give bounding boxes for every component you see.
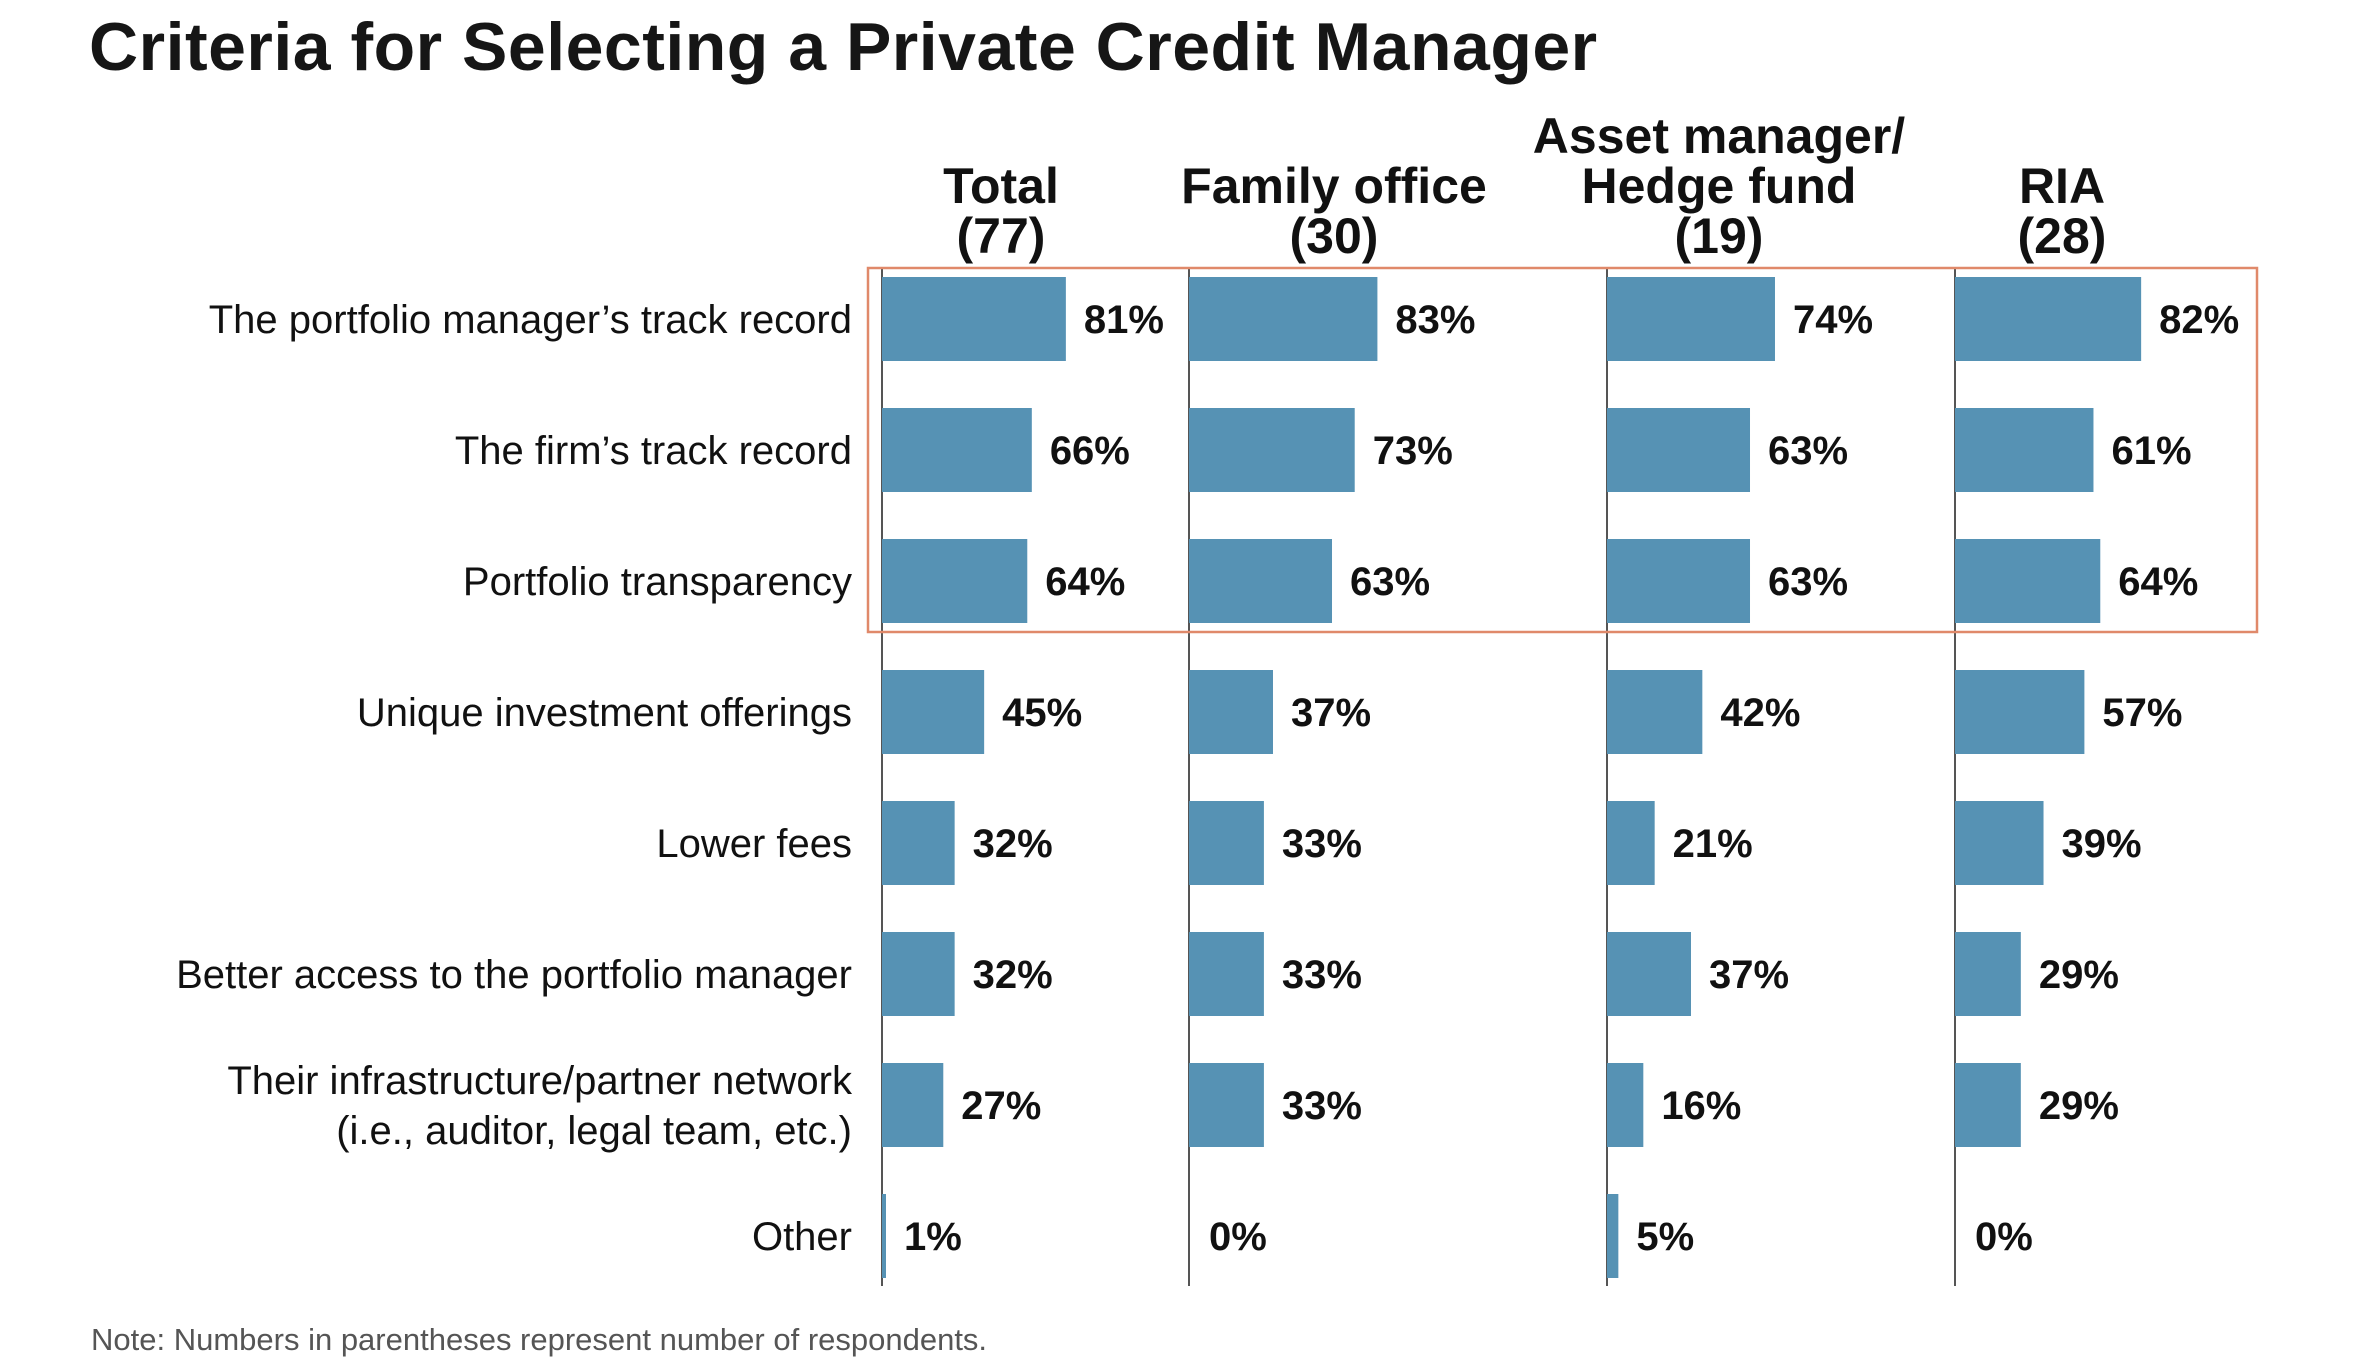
bar: [1189, 1063, 1264, 1147]
category-label: Better access to the portfolio manager: [176, 953, 852, 997]
bar: [882, 408, 1032, 492]
bar-value-label: 64%: [2118, 560, 2198, 604]
bar: [1955, 1063, 2021, 1147]
category-label: Lower fees: [656, 822, 852, 866]
highlight-box: [866, 266, 2259, 634]
bar-value-label: 83%: [1395, 298, 1475, 342]
bar: [1955, 932, 2021, 1016]
bar: [1189, 670, 1273, 754]
bar-value-label: 66%: [1050, 429, 1130, 473]
category-label: Unique investment offerings: [357, 691, 852, 735]
bar: [882, 932, 955, 1016]
series-header-line: (19): [1675, 208, 1764, 264]
bar: [882, 801, 955, 885]
series-header-line: (30): [1290, 208, 1379, 264]
bar: [882, 539, 1028, 623]
bar: [1607, 1194, 1619, 1278]
bar: [1955, 539, 2101, 623]
bar-value-label: 74%: [1793, 298, 1873, 342]
bar-value-label: 82%: [2159, 298, 2239, 342]
category-label: Other: [752, 1215, 852, 1259]
series-header-line: (77): [957, 208, 1046, 264]
bar-value-label: 39%: [2062, 822, 2142, 866]
bar-value-label: 73%: [1373, 429, 1453, 473]
bar-value-label: 21%: [1673, 822, 1753, 866]
category-label: The firm’s track record: [455, 429, 852, 473]
bar-value-label: 37%: [1291, 691, 1371, 735]
bar: [1955, 277, 2142, 361]
series-header-line: (28): [2018, 208, 2107, 264]
bar-value-label: 64%: [1045, 560, 1125, 604]
bar-value-label: 29%: [2039, 1084, 2119, 1128]
bar: [1607, 1063, 1644, 1147]
bar: [1189, 408, 1355, 492]
bar: [1189, 801, 1264, 885]
bar-value-label: 63%: [1768, 429, 1848, 473]
bar: [1607, 539, 1751, 623]
bar-value-label: 27%: [961, 1084, 1041, 1128]
bar: [1607, 408, 1751, 492]
bar-value-label: 63%: [1350, 560, 1430, 604]
bar: [1607, 277, 1775, 361]
bar-value-label: 33%: [1282, 822, 1362, 866]
category-label: Their infrastructure/partner network: [227, 1059, 853, 1103]
bar: [882, 670, 985, 754]
series-header-line: Family office: [1181, 158, 1487, 214]
bar: [882, 277, 1066, 361]
bar-value-label: 45%: [1002, 691, 1082, 735]
bar-value-label: 1%: [904, 1215, 962, 1259]
bar-value-label: 63%: [1768, 560, 1848, 604]
bar-value-label: 61%: [2111, 429, 2191, 473]
bar-value-label: 0%: [1975, 1215, 2033, 1259]
chart-note: Note: Numbers in parentheses represent n…: [91, 1322, 988, 1357]
bar: [1607, 801, 1655, 885]
bar: [1607, 932, 1691, 1016]
series-header-line: Total: [943, 158, 1059, 214]
series-header-line: Hedge fund: [1582, 158, 1857, 214]
bar: [1607, 670, 1703, 754]
bar: [1955, 408, 2094, 492]
category-label: (i.e., auditor, legal team, etc.): [336, 1109, 852, 1153]
bar-value-label: 81%: [1084, 298, 1164, 342]
bar-value-label: 33%: [1282, 1084, 1362, 1128]
bar: [882, 1194, 886, 1278]
bar: [1189, 932, 1264, 1016]
bar-value-label: 0%: [1209, 1215, 1267, 1259]
category-label: The portfolio manager’s track record: [209, 298, 852, 342]
bar: [1189, 277, 1378, 361]
bar: [1955, 801, 2044, 885]
series-header-line: RIA: [2019, 158, 2105, 214]
bar-value-label: 32%: [973, 822, 1053, 866]
bar-value-label: 42%: [1720, 691, 1800, 735]
category-label: Portfolio transparency: [463, 560, 852, 604]
bar: [1955, 670, 2085, 754]
chart-title: Criteria for Selecting a Private Credit …: [89, 9, 1598, 85]
bar-value-label: 32%: [973, 953, 1053, 997]
bar-value-label: 57%: [2102, 691, 2182, 735]
series-header-line: Asset manager/: [1533, 108, 1905, 164]
bar-value-label: 33%: [1282, 953, 1362, 997]
bar: [882, 1063, 944, 1147]
bar-value-label: 16%: [1661, 1084, 1741, 1128]
bar-value-label: 5%: [1636, 1215, 1694, 1259]
bar-value-label: 29%: [2039, 953, 2119, 997]
bar: [1189, 539, 1333, 623]
bar-value-label: 37%: [1709, 953, 1789, 997]
